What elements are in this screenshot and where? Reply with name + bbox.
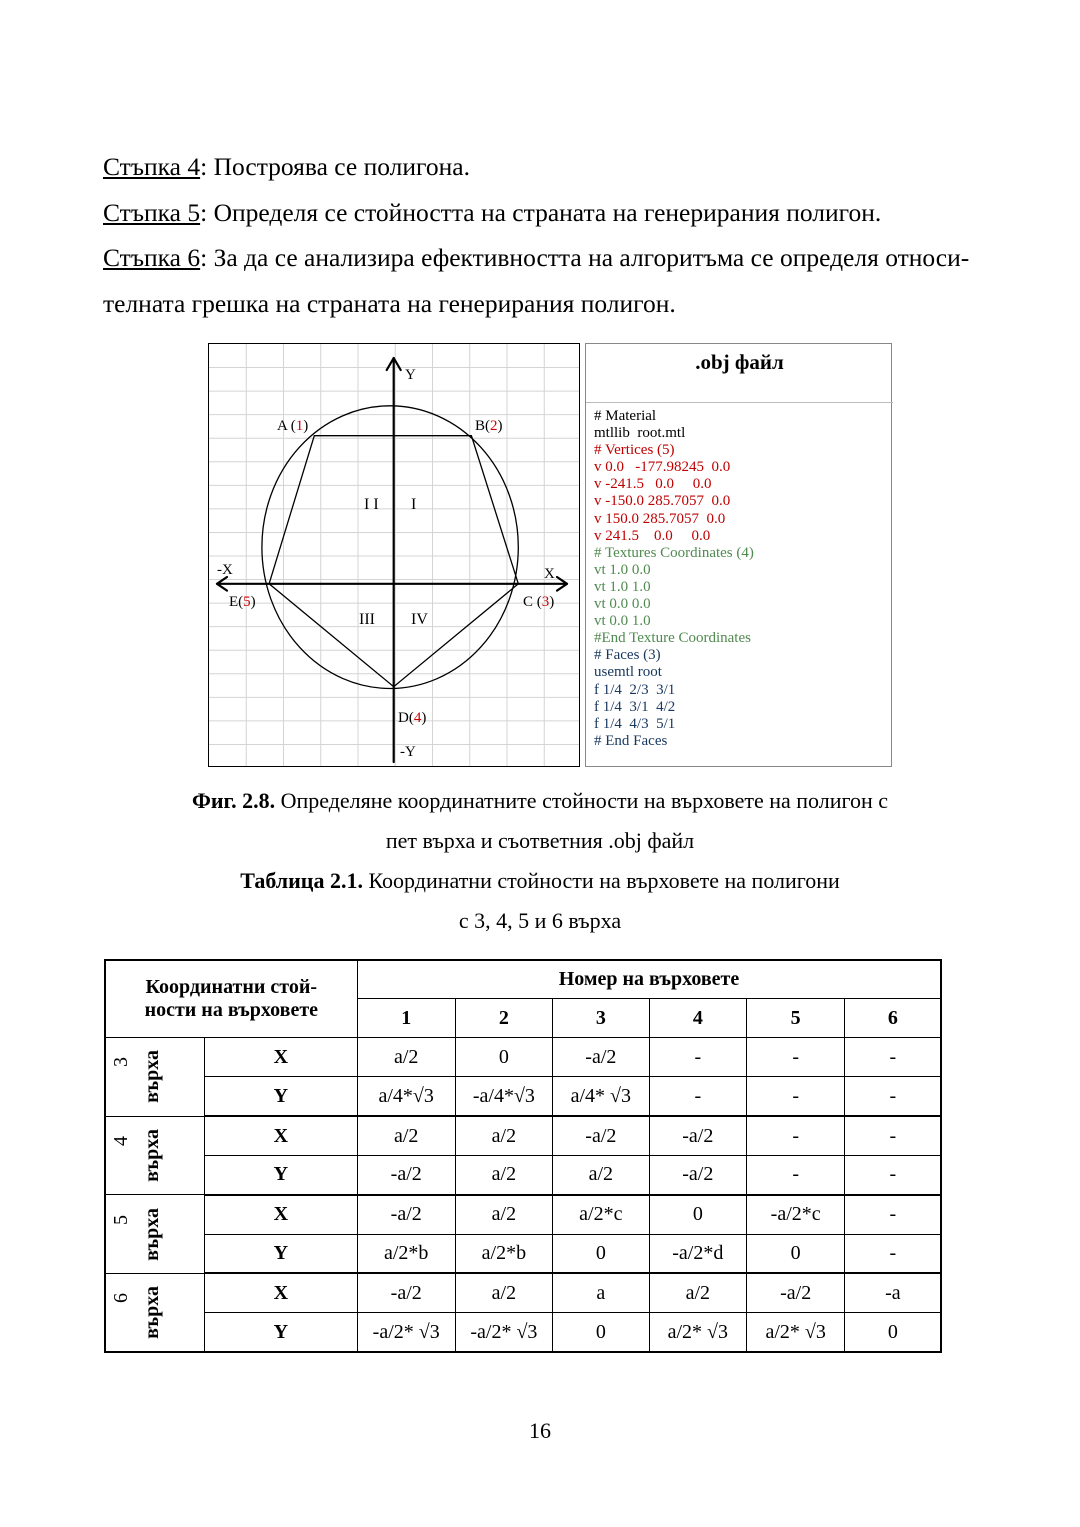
svg-text:X: X (544, 566, 555, 582)
svg-text:D(4): D(4) (398, 710, 426, 726)
svg-text:IV: IV (411, 611, 428, 628)
svg-text:B(2): B(2) (475, 418, 503, 434)
svg-text:C (3): C (3) (523, 594, 554, 610)
svg-text:-X: -X (217, 562, 233, 578)
svg-text:Y: Y (405, 367, 416, 383)
svg-text:I I: I I (364, 496, 379, 513)
svg-text:A (1): A (1) (277, 418, 308, 434)
svg-text:E(5): E(5) (229, 594, 256, 610)
svg-text:-Y: -Y (400, 744, 416, 760)
svg-text:I: I (411, 496, 416, 513)
svg-text:III: III (359, 611, 375, 628)
